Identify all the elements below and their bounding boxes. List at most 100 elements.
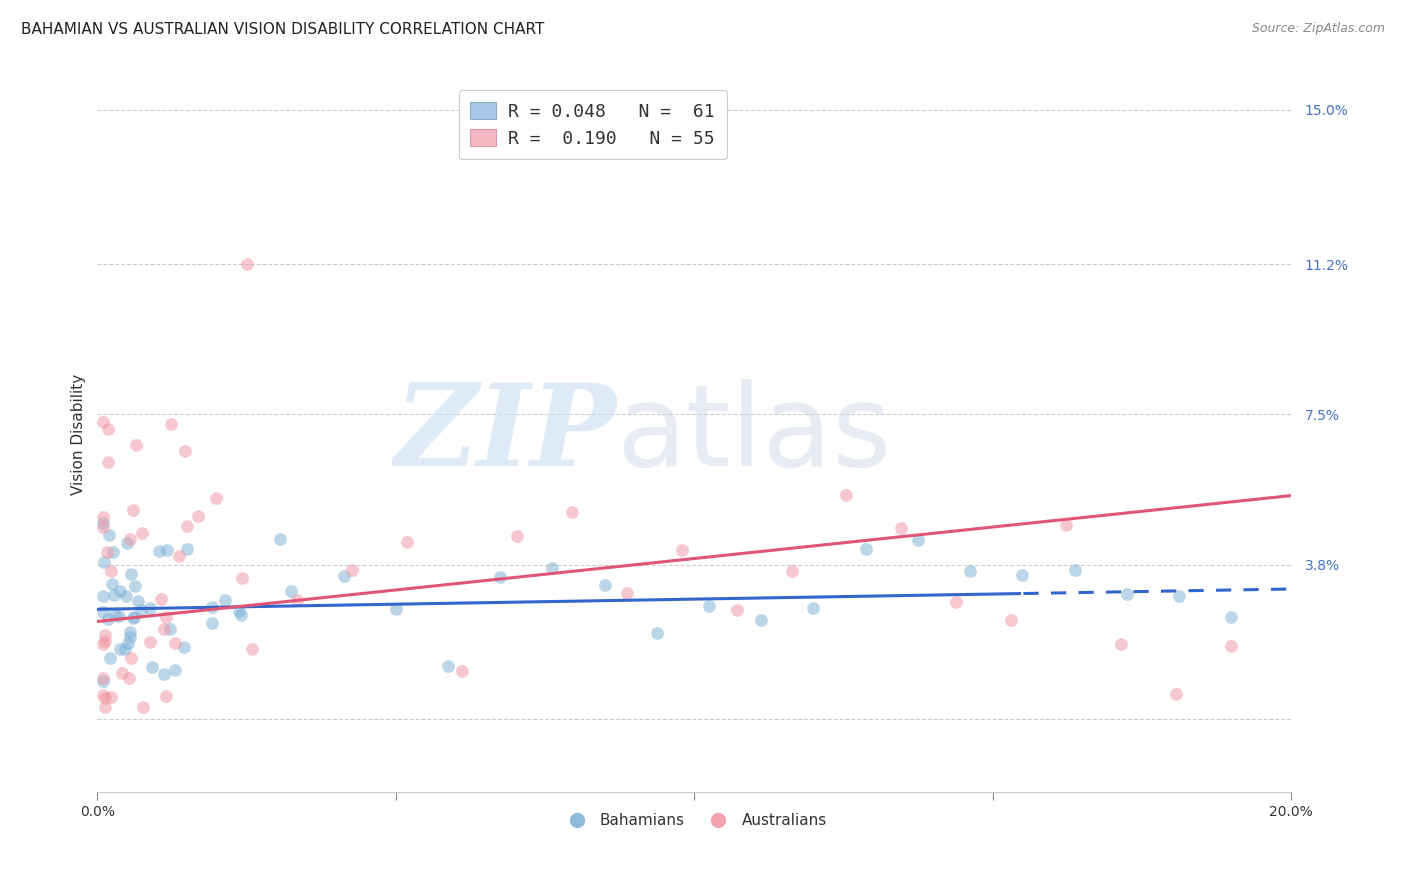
Point [124, 579, 146, 593]
Legend: Bahamians, Australians: Bahamians, Australians [555, 807, 832, 834]
Point [890, 521, 912, 535]
Point [561, 505, 583, 519]
Point [91, 605, 114, 619]
Point [152, 667, 174, 681]
Point [395, 534, 418, 549]
Point [120, 567, 142, 582]
Point [155, 609, 177, 624]
Point [1166, 687, 1188, 701]
Point [97, 455, 120, 469]
Point [103, 588, 125, 602]
Point [340, 563, 363, 577]
Point [280, 584, 302, 599]
Point [153, 622, 176, 636]
Point [173, 640, 195, 655]
Point [91, 520, 114, 534]
Point [100, 690, 122, 704]
Point [167, 549, 190, 563]
Point [114, 641, 136, 656]
Point [98, 650, 121, 665]
Point [139, 635, 162, 649]
Point [1220, 639, 1243, 653]
Point [115, 589, 138, 603]
Point [1000, 613, 1022, 627]
Point [94, 690, 117, 705]
Point [97, 422, 120, 436]
Point [160, 417, 183, 431]
Point [907, 533, 929, 548]
Point [229, 607, 252, 622]
Point [117, 536, 139, 550]
Point [201, 600, 224, 615]
Point [94, 633, 117, 648]
Point [165, 636, 187, 650]
Point [139, 601, 162, 615]
Point [959, 564, 981, 578]
Point [1063, 563, 1085, 577]
Point [1168, 589, 1191, 603]
Point [214, 593, 236, 607]
Point [91, 516, 114, 530]
Point [104, 608, 127, 623]
Point [100, 564, 122, 578]
Point [1115, 587, 1137, 601]
Point [110, 584, 132, 599]
Point [945, 594, 967, 608]
Point [111, 666, 134, 681]
Text: atlas: atlas [617, 379, 891, 491]
Point [505, 529, 527, 543]
Text: BAHAMIAN VS AUSTRALIAN VISION DISABILITY CORRELATION CHART: BAHAMIAN VS AUSTRALIAN VISION DISABILITY… [21, 22, 544, 37]
Point [231, 571, 253, 585]
Point [93, 555, 115, 569]
Point [122, 610, 145, 624]
Point [855, 542, 877, 557]
Point [120, 625, 142, 640]
Point [122, 502, 145, 516]
Point [118, 671, 141, 685]
Point [541, 560, 564, 574]
Point [91, 671, 114, 685]
Point [150, 592, 173, 607]
Point [97, 528, 120, 542]
Point [118, 631, 141, 645]
Point [101, 545, 124, 559]
Text: ZIP: ZIP [395, 379, 617, 491]
Point [91, 637, 114, 651]
Point [118, 533, 141, 547]
Point [697, 599, 720, 613]
Point [228, 604, 250, 618]
Point [155, 689, 177, 703]
Point [108, 641, 131, 656]
Point [159, 622, 181, 636]
Point [127, 594, 149, 608]
Point [205, 491, 228, 505]
Point [616, 586, 638, 600]
Point [332, 568, 354, 582]
Point [1220, 610, 1243, 624]
Point [269, 532, 291, 546]
Point [593, 577, 616, 591]
Text: Source: ZipAtlas.com: Source: ZipAtlas.com [1251, 22, 1385, 36]
Point [120, 650, 142, 665]
Point [725, 603, 748, 617]
Point [176, 542, 198, 557]
Point [121, 611, 143, 625]
Point [285, 593, 308, 607]
Point [489, 570, 512, 584]
Point [108, 609, 131, 624]
Point [129, 602, 152, 616]
Point [384, 602, 406, 616]
Point [1011, 568, 1033, 582]
Point [671, 542, 693, 557]
Point [141, 660, 163, 674]
Point [1054, 518, 1077, 533]
Point [176, 519, 198, 533]
Point [1111, 637, 1133, 651]
Point [132, 699, 155, 714]
Point [156, 542, 179, 557]
Point [450, 665, 472, 679]
Point [131, 525, 153, 540]
Point [91, 415, 114, 429]
Point [645, 625, 668, 640]
Point [91, 510, 114, 524]
